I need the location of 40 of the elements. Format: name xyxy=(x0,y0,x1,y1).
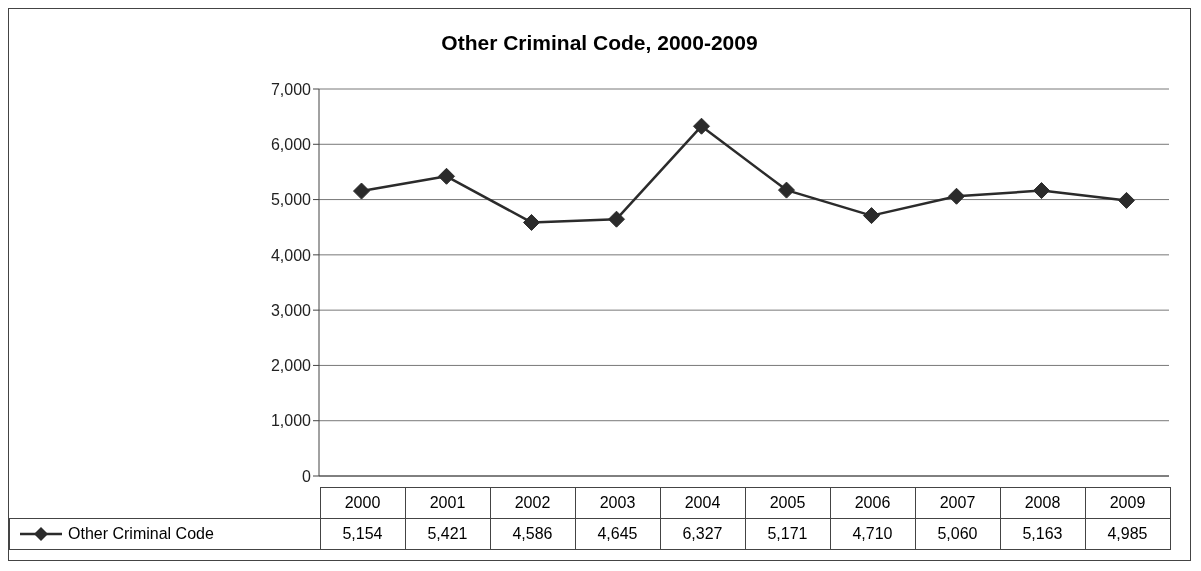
data-label: 5,163 xyxy=(1000,518,1085,550)
point xyxy=(608,210,625,228)
y-tick-label: 6,000 xyxy=(270,135,312,153)
y-tick-label: 0 xyxy=(302,467,312,485)
x-tick-label: 2004 xyxy=(660,487,745,519)
data-label: 5,421 xyxy=(405,518,490,550)
x-tick-label: 2006 xyxy=(830,487,915,519)
y-tick-label: 2,000 xyxy=(270,357,312,375)
x-tick-label: 2000 xyxy=(320,487,405,519)
x-tick-label: 2001 xyxy=(405,487,490,519)
data-label: 4,586 xyxy=(490,518,575,550)
data-label: 4,645 xyxy=(575,518,660,550)
data-label: 5,171 xyxy=(745,518,830,550)
data-label: 5,154 xyxy=(320,518,405,550)
point xyxy=(863,207,880,225)
point xyxy=(438,167,455,185)
x-tick-label: 2002 xyxy=(490,487,575,519)
x-tick-label: 2003 xyxy=(575,487,660,519)
y-tick-label: 7,000 xyxy=(270,80,312,98)
x-tick-label: 2009 xyxy=(1085,487,1170,519)
data-label: 6,327 xyxy=(660,518,745,550)
x-tick-label: 2005 xyxy=(745,487,830,519)
point xyxy=(1033,182,1050,200)
data-label: 4,985 xyxy=(1085,518,1170,550)
y-tick-label: 1,000 xyxy=(270,412,312,430)
chart-title: Other Criminal Code, 2000-2009 xyxy=(440,30,759,56)
data-label: 4,710 xyxy=(830,518,915,550)
point xyxy=(948,187,965,205)
point xyxy=(523,213,540,231)
x-tick-label: 2008 xyxy=(1000,487,1085,519)
y-tick-label: 5,000 xyxy=(270,191,312,209)
data-label: 5,060 xyxy=(915,518,1000,550)
point xyxy=(693,117,710,135)
point xyxy=(778,181,795,199)
point xyxy=(353,182,370,200)
point xyxy=(1118,191,1135,209)
y-tick-label: 4,000 xyxy=(270,246,312,264)
x-tick-label: 2007 xyxy=(915,487,1000,519)
y-tick-label: 3,000 xyxy=(270,301,312,319)
legend-label: Other Criminal Code xyxy=(9,518,320,550)
